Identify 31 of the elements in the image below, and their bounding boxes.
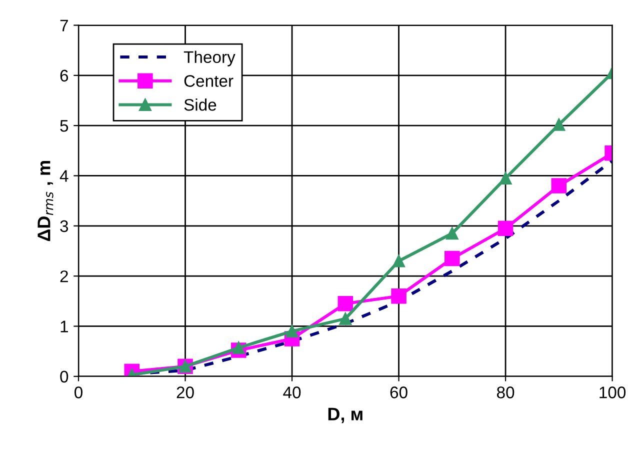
- y-tick-label: 7: [60, 20, 68, 32]
- point: [552, 118, 566, 131]
- point: [391, 288, 406, 304]
- point: [286, 324, 298, 338]
- y-tick-label: 6: [60, 70, 68, 82]
- x-tick-label: 80: [496, 386, 514, 398]
- point: [444, 250, 460, 266]
- y-tick-label: 2: [60, 270, 68, 282]
- y-tick-label: 3: [60, 220, 68, 232]
- point: [499, 172, 512, 184]
- point: [339, 312, 352, 325]
- point: [232, 342, 245, 354]
- x-tick-label: 40: [283, 386, 301, 398]
- point: [338, 296, 354, 312]
- legend-label: Center: [184, 75, 234, 87]
- point: [446, 227, 458, 240]
- point: [551, 178, 567, 194]
- y-tick-label: 4: [60, 170, 68, 182]
- x-tick-label: 0: [74, 386, 82, 398]
- y-axis-title: ΔD$_{rms}$ , m: [38, 161, 54, 242]
- point: [498, 220, 514, 236]
- x-tick-label: 100: [600, 386, 626, 398]
- legend-label: Side: [184, 98, 216, 111]
- x-axis-title: D, м: [328, 408, 362, 424]
- y-tick-label: 1: [60, 320, 68, 332]
- x-tick-label: 60: [390, 386, 408, 398]
- x-tick-label: 20: [176, 386, 194, 398]
- y-tick-label: 0: [60, 370, 68, 383]
- point: [392, 254, 406, 268]
- y-tick-label: 5: [60, 120, 68, 132]
- legend-label: Theory: [184, 50, 236, 66]
